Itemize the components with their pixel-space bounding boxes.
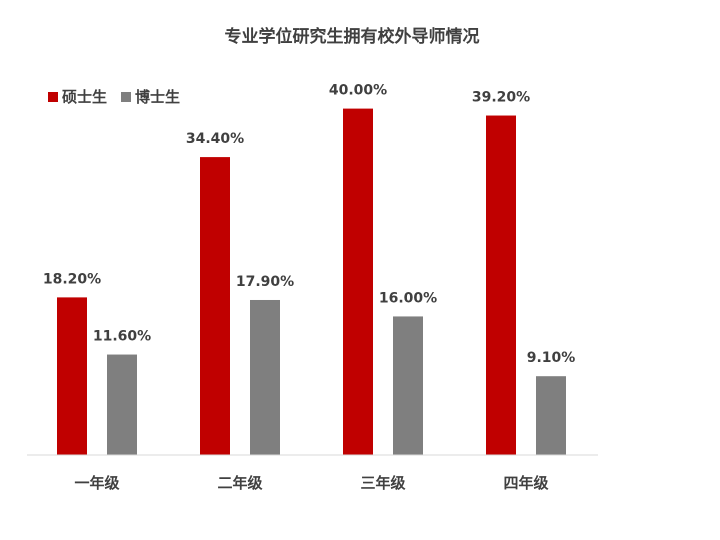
data-label-master-1: 18.20% xyxy=(43,271,101,287)
bar-doctor-1 xyxy=(107,354,137,455)
bar-doctor-2 xyxy=(250,299,280,455)
legend-swatch-master xyxy=(48,92,58,102)
x-tick-label-4: 四年级 xyxy=(503,474,549,492)
x-tick-label-3: 三年级 xyxy=(360,474,406,492)
x-tick-label-1: 一年级 xyxy=(74,474,120,492)
bar-master-2 xyxy=(200,157,230,455)
data-label-doctor-3: 16.00% xyxy=(379,290,437,306)
data-label-doctor-1: 11.60% xyxy=(93,329,151,345)
data-label-master-2: 34.40% xyxy=(186,131,244,147)
bar-doctor-3 xyxy=(393,316,423,455)
bar-master-3 xyxy=(343,108,373,455)
data-label-doctor-4: 9.10% xyxy=(527,350,576,366)
chart-title: 专业学位研究生拥有校外导师情况 xyxy=(225,26,480,47)
data-label-master-4: 39.20% xyxy=(472,90,530,106)
legend-label-master: 硕士生 xyxy=(62,88,107,106)
x-tick-label-2: 二年级 xyxy=(217,474,263,492)
legend-label-doctor: 博士生 xyxy=(135,88,180,106)
bar-master-1 xyxy=(57,297,87,455)
legend-swatch-doctor xyxy=(121,92,131,102)
bar-master-4 xyxy=(486,115,516,455)
data-label-master-3: 40.00% xyxy=(329,83,387,99)
data-label-doctor-2: 17.90% xyxy=(236,274,294,290)
plot-area: 18.20% 11.60% 一年级 34.40% 17.90% 二年级 40.00% 16.0… xyxy=(43,83,575,492)
bar-doctor-4 xyxy=(536,376,566,455)
legend: 硕士生 博士生 xyxy=(48,88,180,106)
